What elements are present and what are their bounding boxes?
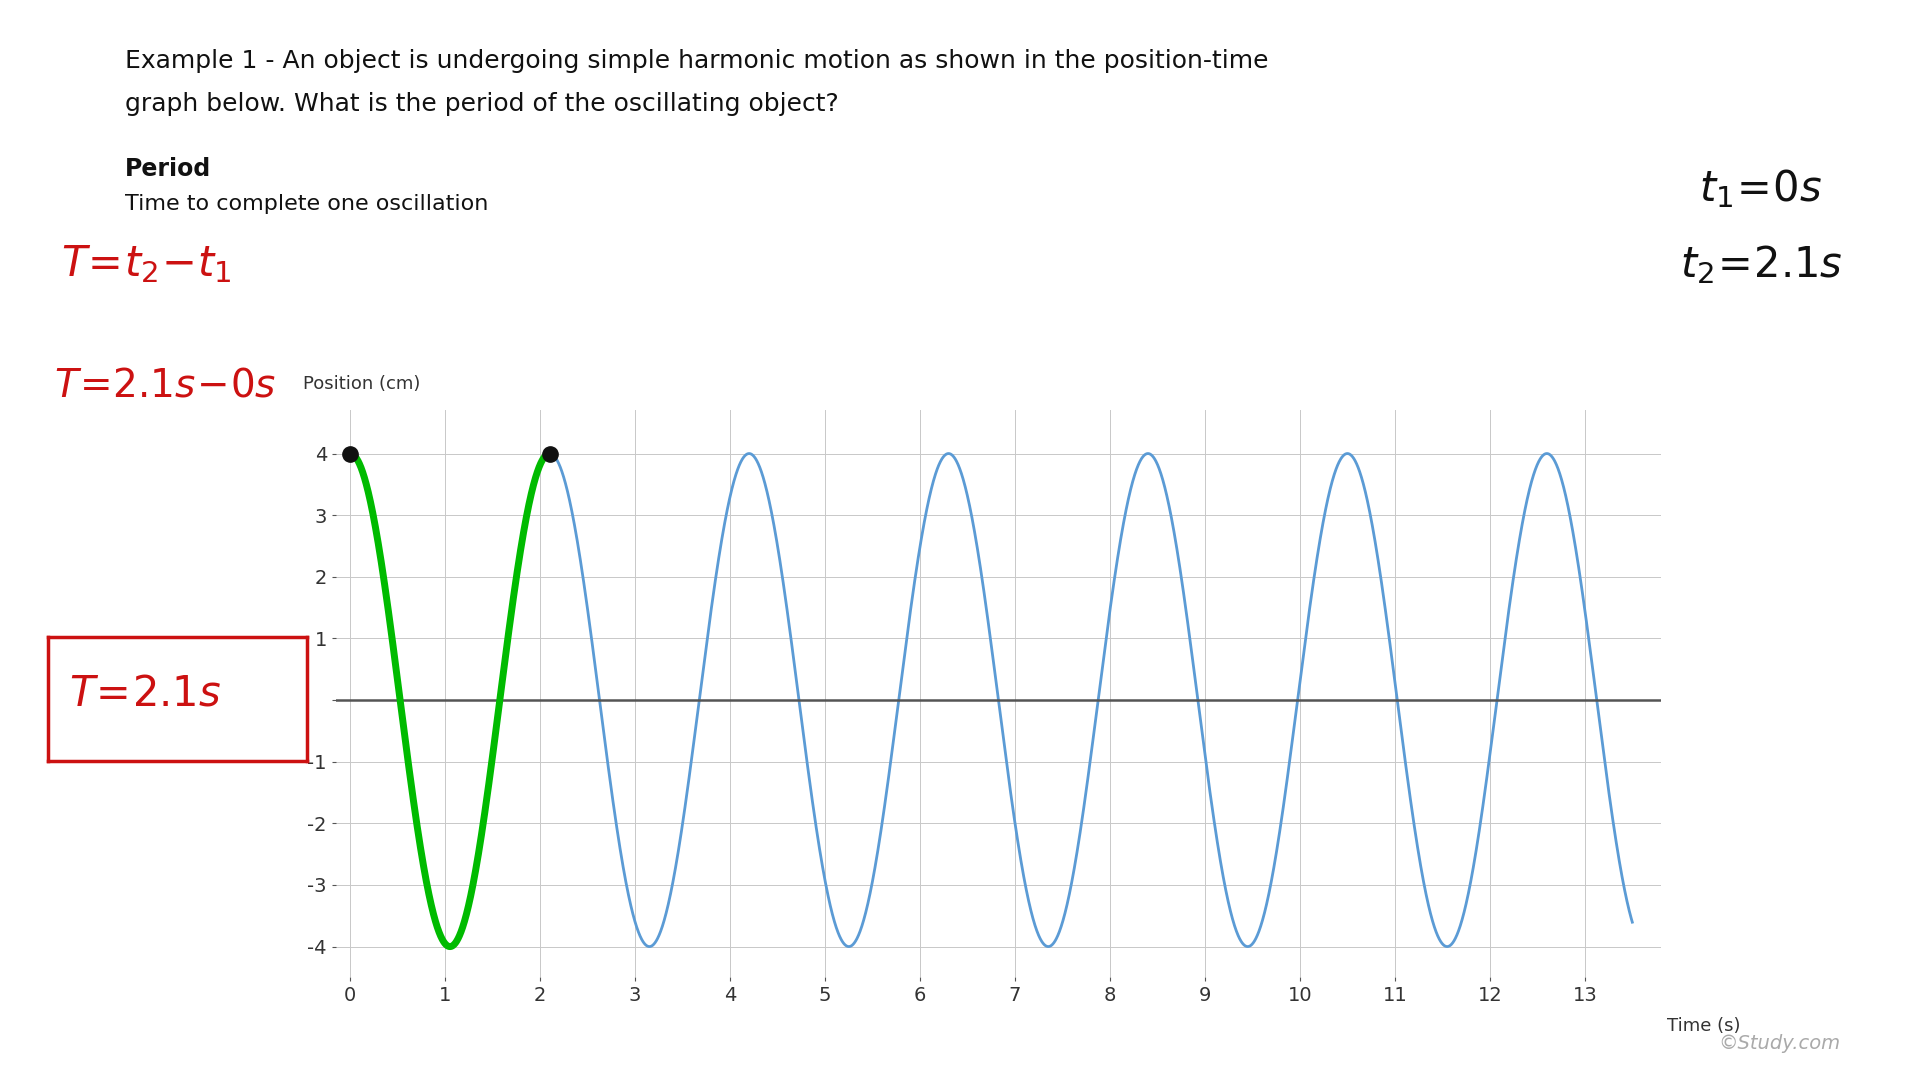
Text: ©Study.com: ©Study.com — [1718, 1034, 1841, 1053]
Text: graph below. What is the period of the oscillating object?: graph below. What is the period of the o… — [125, 92, 839, 116]
Text: Time to complete one oscillation: Time to complete one oscillation — [125, 194, 488, 215]
Text: $t_2\!=\!2.1s$: $t_2\!=\!2.1s$ — [1680, 243, 1843, 286]
Text: $t_1\!=\!0s$: $t_1\!=\!0s$ — [1699, 167, 1822, 211]
Text: Position (cm): Position (cm) — [303, 376, 420, 393]
Text: $T\!=\!t_2\!-\!t_1$: $T\!=\!t_2\!-\!t_1$ — [61, 243, 232, 285]
Text: Period: Period — [125, 157, 211, 180]
Text: Time (s): Time (s) — [1667, 1017, 1741, 1035]
Text: $T\!=\!2.1s$: $T\!=\!2.1s$ — [69, 672, 221, 714]
Text: $T\!=\!2.1s\!-\!0s$: $T\!=\!2.1s\!-\!0s$ — [54, 367, 276, 404]
Text: Example 1 - An object is undergoing simple harmonic motion as shown in the posit: Example 1 - An object is undergoing simp… — [125, 49, 1269, 72]
